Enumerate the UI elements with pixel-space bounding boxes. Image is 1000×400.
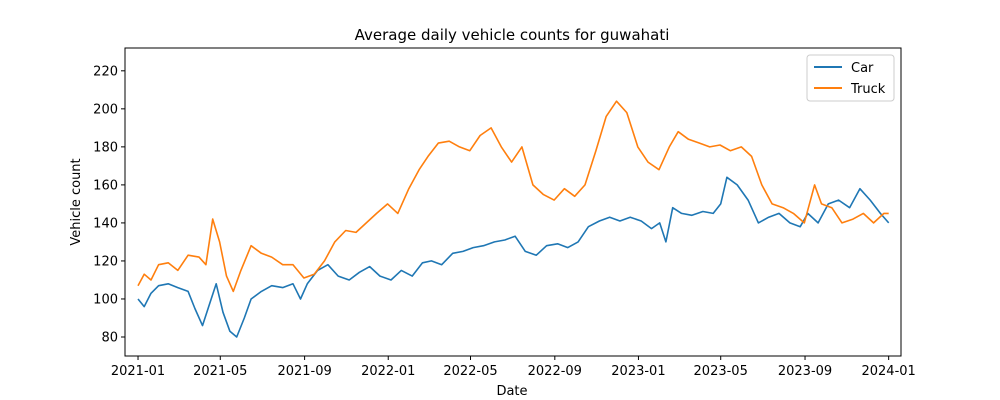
y-tick-label: 180 bbox=[93, 140, 118, 155]
legend-label-truck: Truck bbox=[850, 82, 886, 97]
x-tick-label: 2022-09 bbox=[528, 364, 582, 379]
x-tick-label: 2023-05 bbox=[694, 364, 748, 379]
y-tick-label: 220 bbox=[93, 64, 118, 79]
series-layer bbox=[137, 100, 890, 338]
x-tick-label: 2021-09 bbox=[277, 364, 331, 379]
x-tick-label: 2021-05 bbox=[193, 364, 247, 379]
y-tick-label: 200 bbox=[93, 102, 118, 117]
y-tick-label: 140 bbox=[93, 216, 118, 231]
y-tick-label: 100 bbox=[93, 292, 118, 307]
x-tick-label: 2021-01 bbox=[111, 364, 165, 379]
x-axis: 2021-01 2021-05 2021-09 2022-01 2022-05 2022-… bbox=[111, 356, 916, 379]
legend-label-car: Car bbox=[851, 61, 874, 76]
legend: Car Truck bbox=[806, 54, 895, 102]
series-line-car bbox=[137, 176, 890, 338]
y-axis: 80 100 120 140 160 180 200 220 bbox=[93, 64, 125, 345]
x-tick-label: 2023-09 bbox=[778, 364, 832, 379]
x-tick-label: 2024-01 bbox=[861, 364, 915, 379]
chart-title: Average daily vehicle counts for guwahat… bbox=[355, 26, 670, 44]
x-tick-label: 2023-01 bbox=[611, 364, 665, 379]
y-tick-label: 120 bbox=[93, 254, 118, 269]
y-tick-label: 80 bbox=[101, 330, 118, 345]
x-axis-label: Date bbox=[496, 384, 527, 399]
y-tick-label: 160 bbox=[93, 178, 118, 193]
plot-frame bbox=[124, 47, 902, 357]
y-axis-label: Vehicle count bbox=[69, 158, 84, 245]
x-tick-label: 2022-05 bbox=[443, 364, 497, 379]
x-tick-label: 2022-01 bbox=[361, 364, 415, 379]
series-line-truck bbox=[137, 100, 889, 293]
